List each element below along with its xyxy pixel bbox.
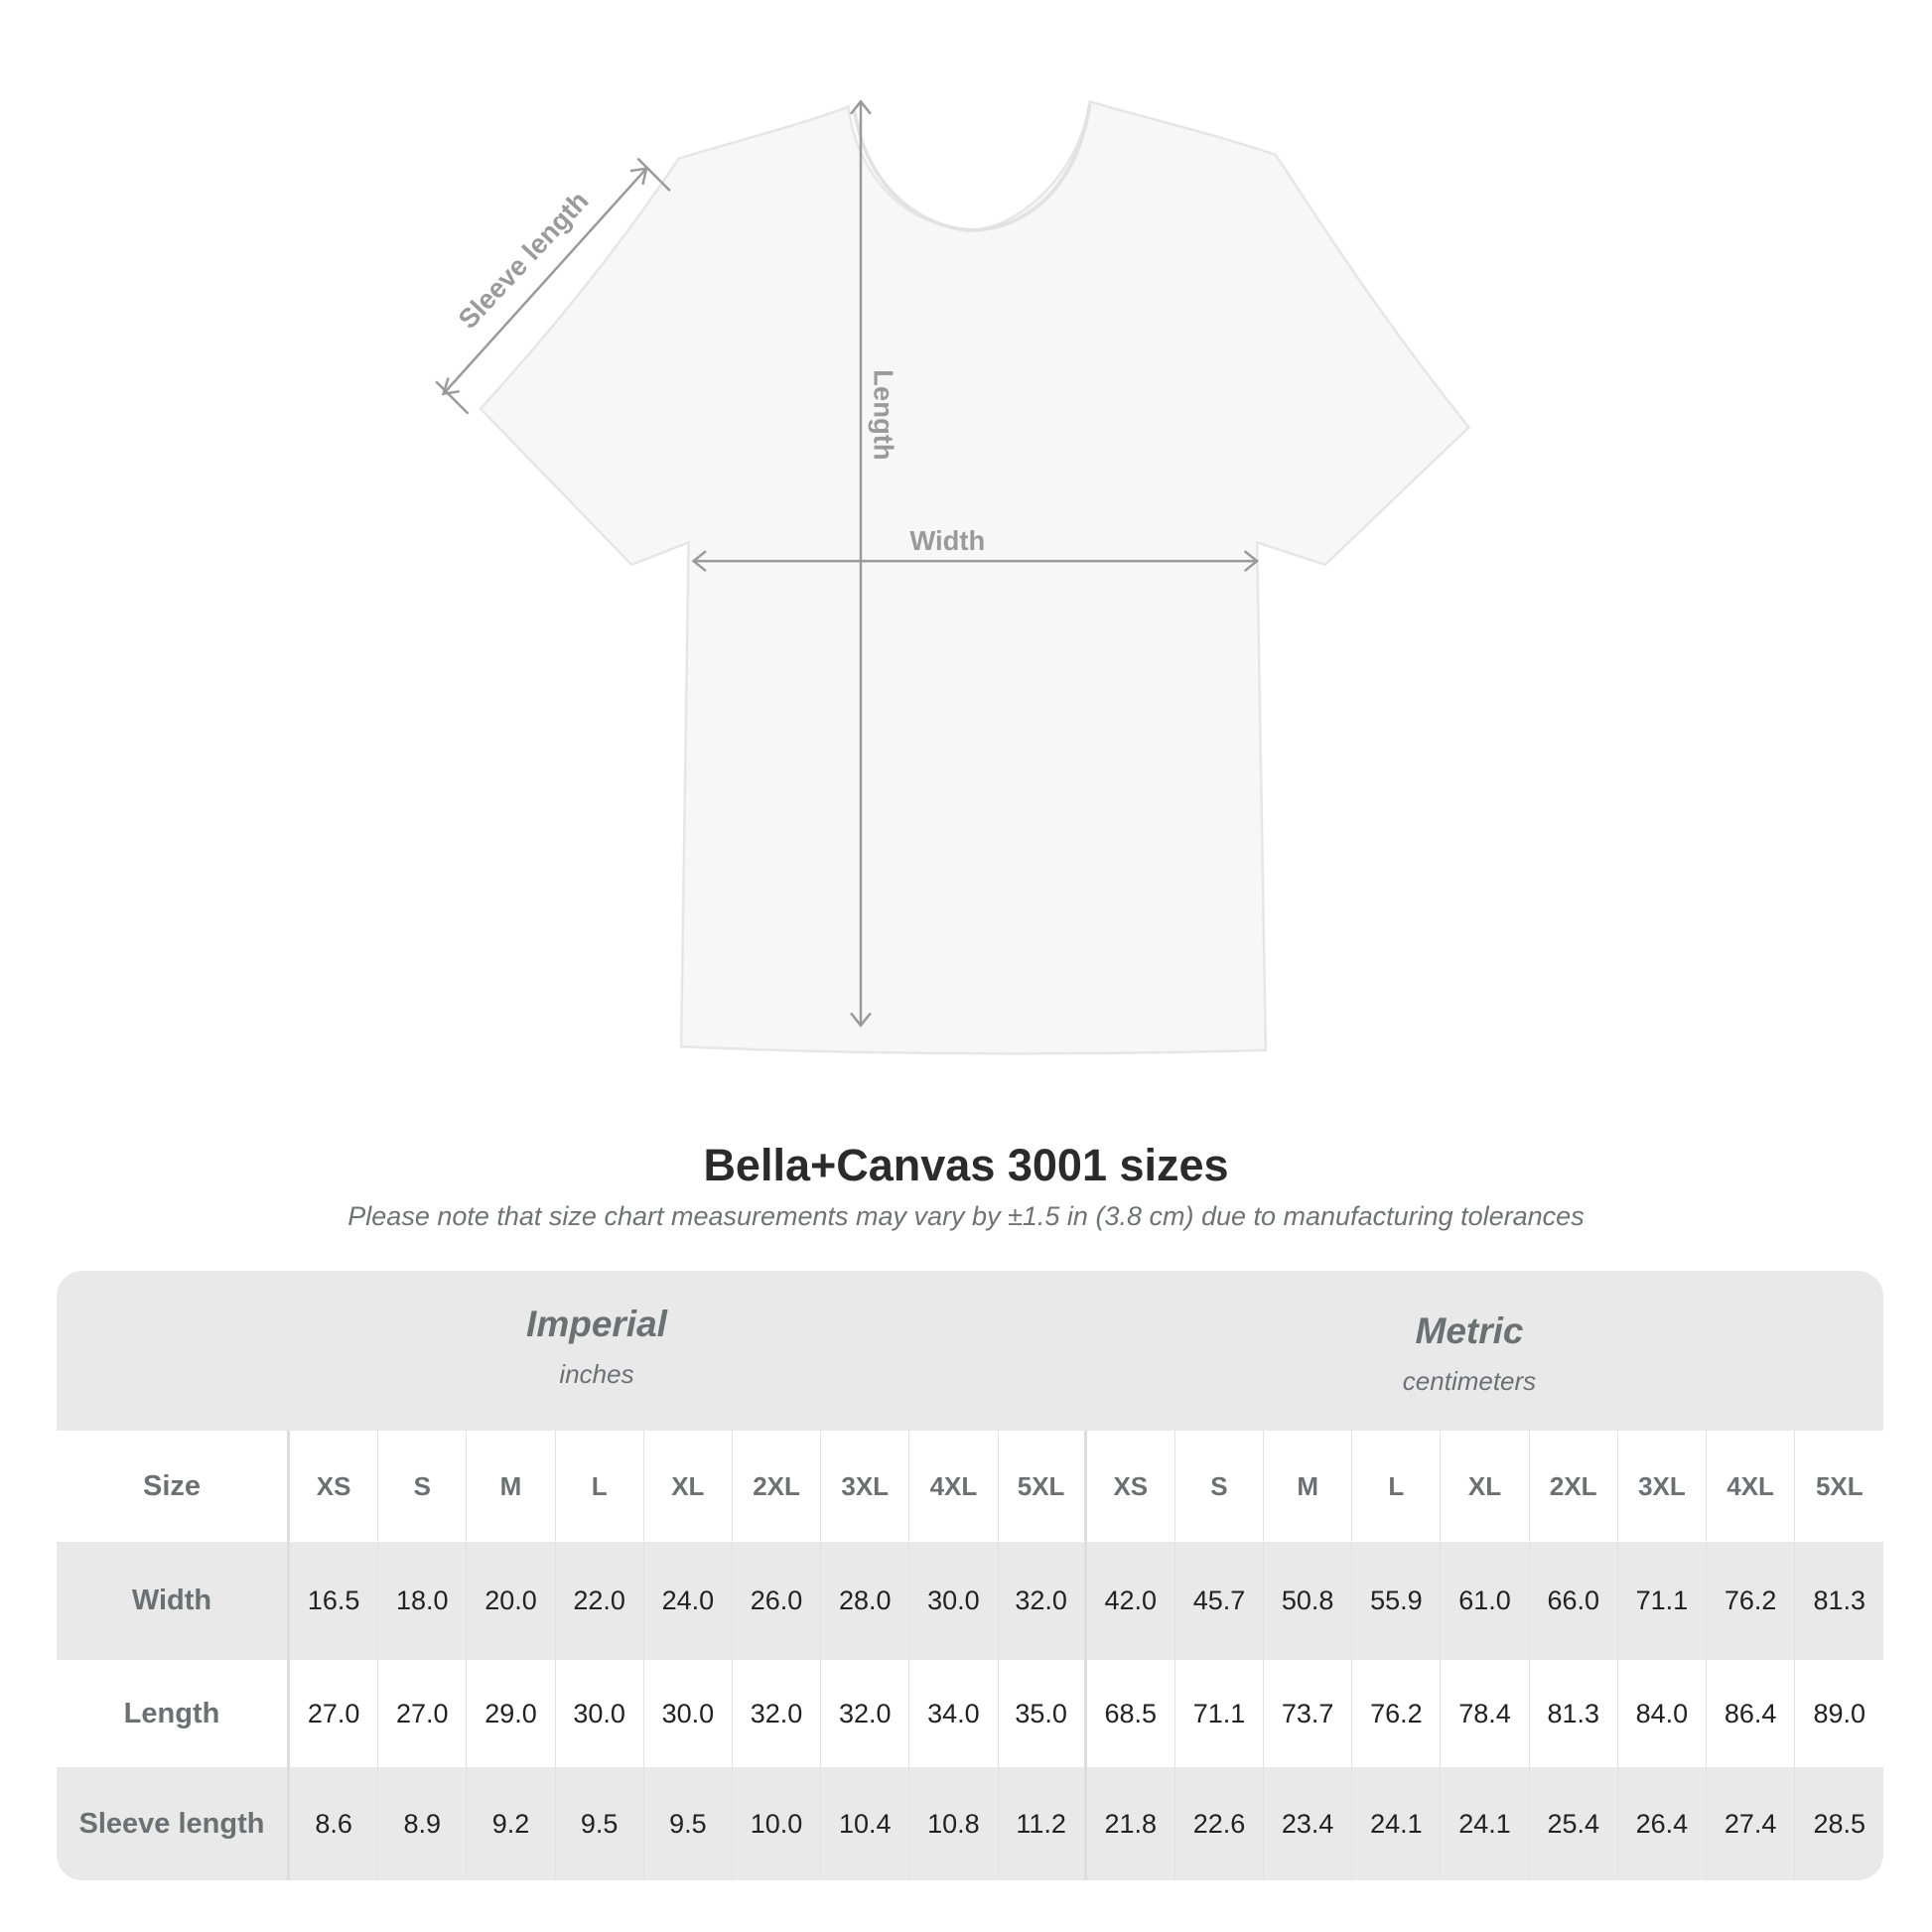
imperial-title: Imperial xyxy=(526,1304,667,1344)
table-cell: 18.0 xyxy=(378,1542,468,1660)
table-cell: 81.3 xyxy=(1813,1586,1866,1615)
table-cell: 32.0 xyxy=(821,1660,910,1767)
size-header-cell: L xyxy=(556,1431,644,1542)
table-cell: 86.4 xyxy=(1707,1660,1796,1767)
table-cell: 9.2 xyxy=(467,1767,556,1880)
table-cell: 9.5 xyxy=(556,1767,644,1880)
measure-arrows xyxy=(435,99,1260,1028)
table-cell: 20.0 xyxy=(467,1542,556,1660)
table-cell: 24.1 xyxy=(1441,1767,1530,1880)
table-cell: 26.0 xyxy=(733,1542,822,1660)
table-cell: 21.8 xyxy=(1087,1767,1175,1880)
table-cell: 27.0 xyxy=(290,1660,379,1767)
size-header-cell: S xyxy=(1175,1431,1265,1542)
table-cell: 23.4 xyxy=(1264,1767,1353,1880)
table-cell: 10.0 xyxy=(733,1767,822,1880)
table-cell: 66.0 xyxy=(1530,1542,1618,1660)
size-header-cell: M xyxy=(467,1431,556,1542)
row-label: Length xyxy=(57,1660,290,1767)
table-cell: 61.0 xyxy=(1441,1542,1530,1660)
table-cell: 22.0 xyxy=(556,1542,644,1660)
table-cell: 27.0 xyxy=(378,1660,468,1767)
table-cell: 24.0 xyxy=(644,1542,733,1660)
table-cell: 89.0 xyxy=(1813,1698,1866,1728)
size-header-cell: XL xyxy=(1441,1431,1530,1542)
table-row: Sleeve length 8.6 8.9 9.2 9.5 9.5 10.0 10.4 10.8… xyxy=(57,1767,1883,1880)
table-cell: 28.0 xyxy=(821,1542,910,1660)
table-cell: 84.0 xyxy=(1618,1660,1707,1767)
size-table: Imperial inches Metric centimeters Size X… xyxy=(57,1271,1883,1880)
size-header-cell: 3XL xyxy=(1618,1431,1707,1542)
table-cell: 76.2 xyxy=(1352,1660,1442,1767)
table-cell: 30.0 xyxy=(644,1660,733,1767)
table-row: Length 27.0 27.0 29.0 30.0 30.0 32.0 32.0 34.0 35… xyxy=(57,1660,1883,1767)
chart-title: Bella+Canvas 3001 sizes xyxy=(703,1140,1229,1190)
table-cell: 42.0 xyxy=(1087,1542,1175,1660)
size-header-cell: XS xyxy=(1087,1431,1175,1542)
table-cell: 30.0 xyxy=(556,1660,644,1767)
row-label: Width xyxy=(57,1542,290,1660)
table-cell: 32.0 xyxy=(733,1660,822,1767)
size-header-cell: 2XL xyxy=(733,1431,822,1542)
table-row: Width 16.5 18.0 20.0 22.0 24.0 26.0 28.0 30.0 32.… xyxy=(57,1542,1883,1660)
table-cell: 35.0 xyxy=(999,1660,1087,1767)
units-header: Imperial inches Metric centimeters xyxy=(57,1271,1883,1431)
imperial-unit: inches xyxy=(559,1359,634,1389)
tolerance-note: Please note that size chart measurements… xyxy=(347,1201,1585,1231)
metric-title: Metric xyxy=(1415,1311,1524,1351)
table-cell: 34.0 xyxy=(909,1660,999,1767)
width-label: Width xyxy=(909,525,985,556)
table-cell: 16.5 xyxy=(290,1542,379,1660)
table-cell: 10.8 xyxy=(909,1767,999,1880)
table-cell: 11.2 xyxy=(999,1767,1087,1880)
row-label: Size xyxy=(57,1431,290,1542)
table-cell: 9.5 xyxy=(644,1767,733,1880)
table-cell: 26.4 xyxy=(1618,1767,1707,1880)
table-cell: 71.1 xyxy=(1175,1660,1265,1767)
table-cell: 76.2 xyxy=(1707,1542,1796,1660)
table-cell: 24.1 xyxy=(1352,1767,1442,1880)
length-label: Length xyxy=(869,369,899,460)
table-cell: 27.4 xyxy=(1707,1767,1796,1880)
size-header-cell: S xyxy=(378,1431,468,1542)
table-cell: 32.0 xyxy=(999,1542,1087,1660)
table-cell: 73.7 xyxy=(1264,1660,1353,1767)
table-cell: 29.0 xyxy=(467,1660,556,1767)
table-cell: 68.5 xyxy=(1087,1660,1175,1767)
table-cell: 8.9 xyxy=(378,1767,468,1880)
table-cell: 30.0 xyxy=(909,1542,999,1660)
size-header-cell: 5XL xyxy=(999,1431,1087,1542)
table-cell: 28.5 xyxy=(1813,1808,1866,1839)
imperial-header: Imperial inches xyxy=(299,1304,895,1390)
table-cell: 81.3 xyxy=(1530,1660,1618,1767)
table-cell: 45.7 xyxy=(1175,1542,1265,1660)
size-header-cell: 4XL xyxy=(1707,1431,1796,1542)
size-header-cell: XS xyxy=(290,1431,379,1542)
tshirt-image xyxy=(479,99,1471,1055)
size-header-cell: 2XL xyxy=(1530,1431,1618,1542)
metric-unit: centimeters xyxy=(1402,1366,1537,1396)
table-cell: 55.9 xyxy=(1352,1542,1442,1660)
metric-header: Metric centimeters xyxy=(1172,1311,1767,1397)
table-cell: 71.1 xyxy=(1618,1542,1707,1660)
size-header-cell: 3XL xyxy=(821,1431,910,1542)
size-header-cell: L xyxy=(1352,1431,1442,1542)
table-cell: 8.6 xyxy=(290,1767,379,1880)
row-label: Sleeve length xyxy=(57,1767,290,1880)
size-header-cell: 5XL xyxy=(1815,1470,1863,1501)
size-header-cell: 4XL xyxy=(909,1431,999,1542)
table-cell: 22.6 xyxy=(1175,1767,1265,1880)
size-header-cell: M xyxy=(1264,1431,1353,1542)
table-cell: 78.4 xyxy=(1441,1660,1530,1767)
table-row: Size XS S M L XL 2XL 3XL 4XL 5XL XS S M L XL 2XL 3XL 4XL 5… xyxy=(57,1431,1883,1542)
table-cell: 10.4 xyxy=(821,1767,910,1880)
size-header-cell: XL xyxy=(644,1431,733,1542)
table-cell: 25.4 xyxy=(1530,1767,1618,1880)
table-cell: 50.8 xyxy=(1264,1542,1353,1660)
